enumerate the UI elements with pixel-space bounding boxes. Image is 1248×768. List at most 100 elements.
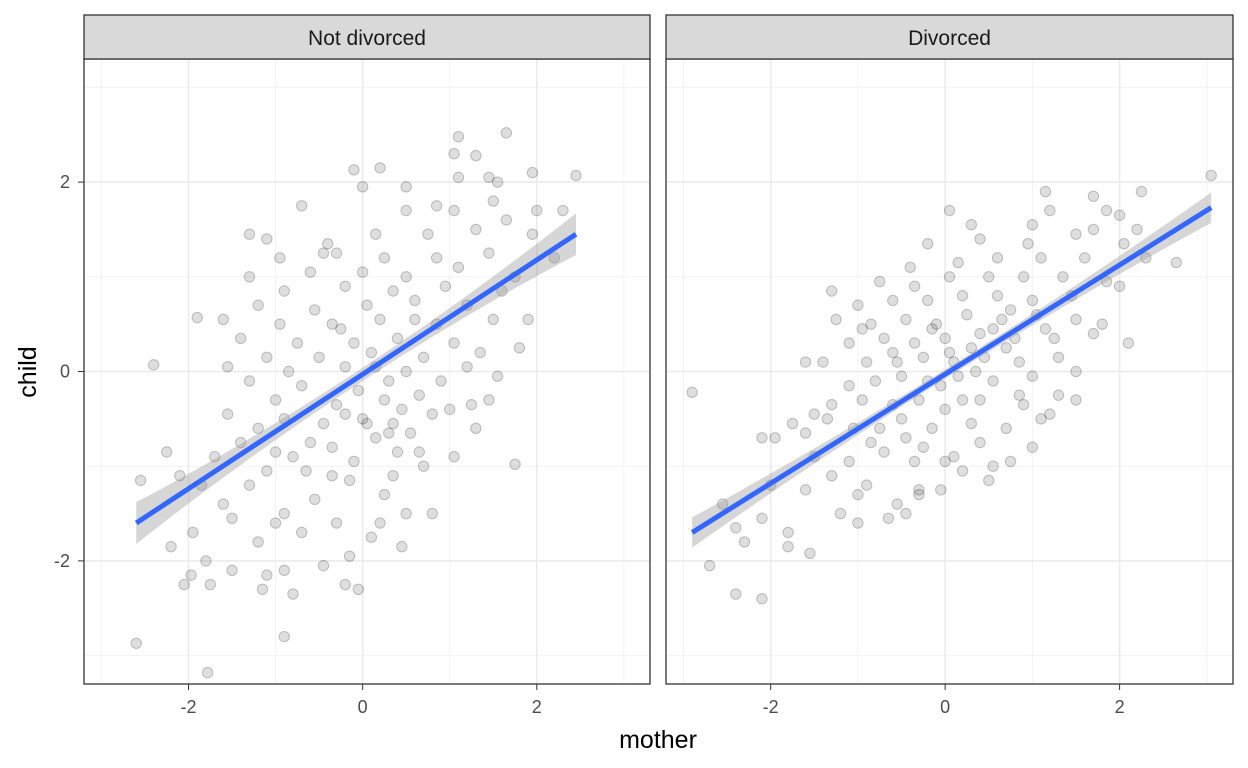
data-point [252, 422, 264, 435]
data-point [370, 228, 382, 240]
data-point [1013, 389, 1025, 401]
data-point [426, 507, 439, 520]
data-point [396, 403, 408, 416]
data-point [1000, 342, 1012, 354]
data-point [1039, 185, 1052, 198]
data-point [843, 380, 855, 392]
data-point [452, 130, 465, 143]
data-point [448, 337, 460, 349]
data-point [361, 299, 373, 311]
data-point [821, 413, 834, 425]
data-point [439, 280, 452, 292]
data-point [200, 555, 212, 567]
data-point [417, 351, 430, 363]
data-point [356, 266, 369, 278]
data-point [826, 469, 838, 482]
data-point [134, 474, 147, 487]
data-point [900, 507, 912, 520]
data-point [326, 318, 338, 330]
data-point [339, 578, 351, 591]
regression-line [690, 205, 1213, 535]
data-point [400, 204, 412, 217]
data-point [278, 564, 290, 577]
data-point [287, 451, 299, 463]
data-point [235, 436, 247, 449]
data-point [1205, 169, 1217, 182]
data-point [930, 318, 943, 330]
data-point [987, 460, 999, 472]
data-point [422, 228, 434, 240]
data-point [274, 252, 286, 264]
data-point [217, 313, 230, 326]
data-point [278, 630, 290, 643]
data-point [400, 365, 412, 378]
data-point [1113, 280, 1126, 292]
data-point [939, 403, 951, 416]
data-point [496, 285, 508, 297]
data-point [1131, 223, 1143, 236]
data-point [474, 346, 486, 359]
data-point [513, 342, 526, 354]
data-point [348, 455, 360, 468]
data-point [983, 271, 995, 283]
data-point [1070, 313, 1082, 326]
data-point [1017, 398, 1030, 411]
data-point [261, 351, 273, 363]
data-point [1113, 209, 1126, 221]
data-point [1039, 323, 1052, 335]
data-point [391, 332, 404, 345]
data-point [935, 484, 947, 496]
data-point [1140, 252, 1152, 264]
data-point [365, 346, 378, 359]
data-point [304, 266, 317, 278]
data-point [908, 337, 921, 349]
data-point [808, 408, 820, 420]
data-point [487, 195, 499, 207]
data-point [913, 488, 925, 501]
data-point [891, 356, 903, 368]
data-point [361, 417, 373, 430]
data-point [786, 417, 799, 430]
data-point [483, 171, 495, 184]
y-tick-label: 0 [60, 362, 70, 382]
data-point [943, 204, 956, 217]
data-point [235, 332, 247, 345]
data-point [852, 517, 864, 529]
data-point [1079, 252, 1091, 264]
data-point [274, 318, 286, 330]
data-point [309, 304, 321, 316]
data-point [396, 540, 408, 553]
data-point [817, 356, 829, 368]
data-point [799, 427, 812, 439]
data-point [1044, 408, 1056, 420]
data-point [1004, 455, 1017, 468]
data-point [843, 337, 855, 349]
panels-layer: Not divorced -2 0 2 Divorced -2 0 2 [83, 14, 1234, 717]
data-point [491, 370, 504, 382]
data-point [374, 517, 386, 529]
data-point [913, 394, 925, 406]
data-point [1000, 422, 1012, 435]
data-point [348, 337, 360, 349]
data-point [1118, 237, 1130, 250]
data-point [1013, 356, 1025, 368]
data-point [413, 446, 425, 458]
data-point [1087, 190, 1100, 203]
data-point [1096, 318, 1108, 330]
data-point [843, 455, 855, 468]
data-point [943, 271, 956, 283]
data-point [378, 488, 391, 501]
data-point [330, 247, 343, 259]
data-point [309, 493, 321, 506]
data-point [487, 313, 499, 326]
data-point [991, 252, 1004, 264]
data-point [417, 460, 430, 472]
data-point [1135, 185, 1148, 198]
y-axis-title: child [14, 346, 42, 397]
data-point [522, 313, 534, 326]
data-point [430, 252, 443, 264]
data-point [730, 522, 742, 534]
data-point [961, 308, 973, 321]
data-point [1052, 389, 1065, 401]
